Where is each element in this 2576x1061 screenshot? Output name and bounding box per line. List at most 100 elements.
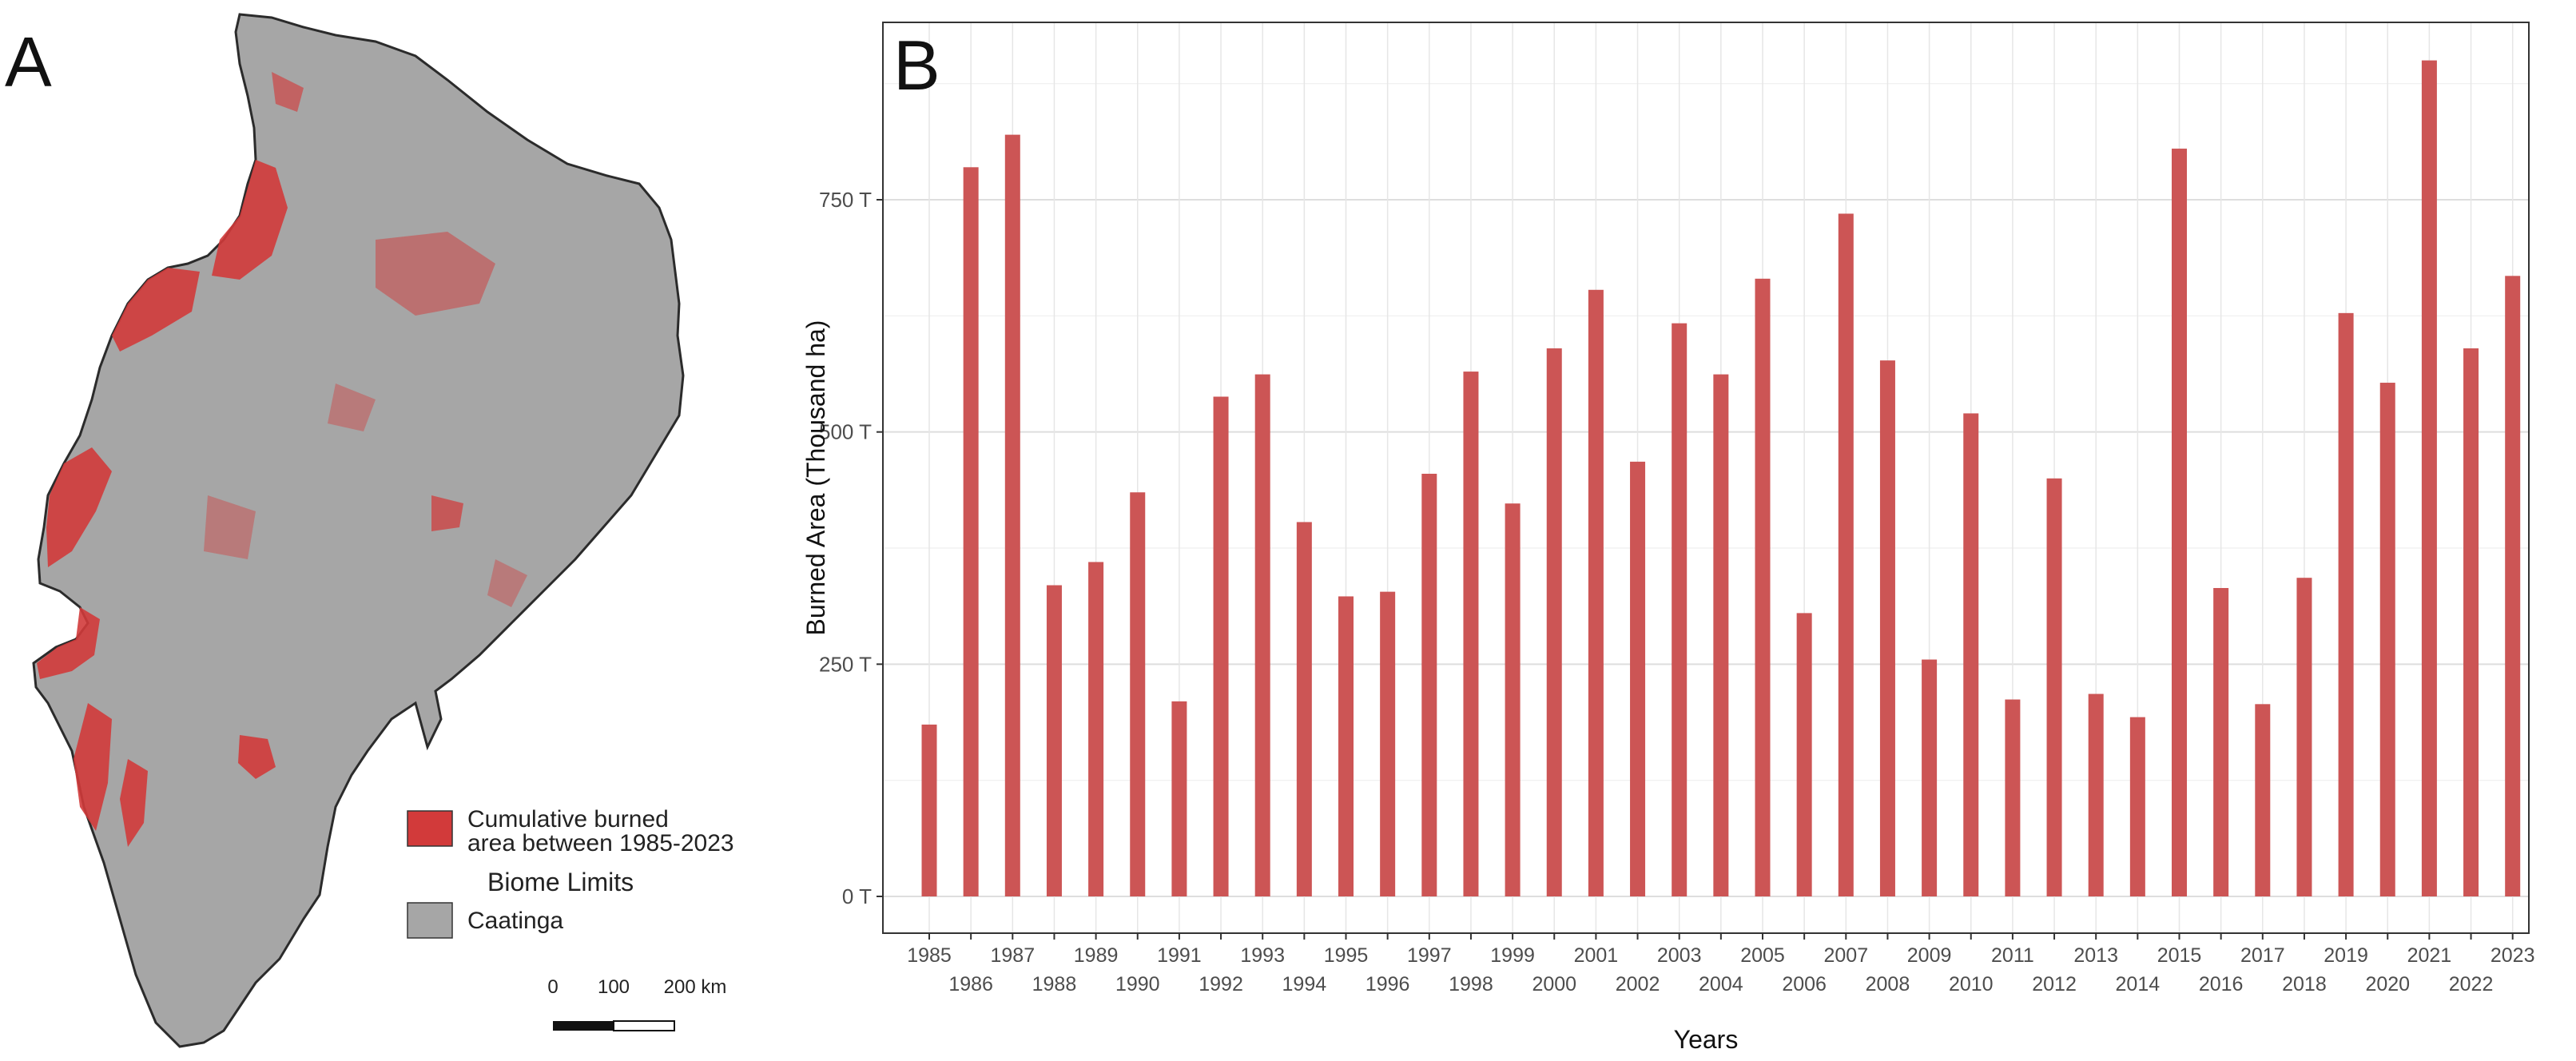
scale-bar-black — [553, 1021, 614, 1031]
x-tick-label: 2012 — [2032, 973, 2077, 995]
x-tick-label: 2018 — [2282, 973, 2327, 995]
x-tick-label: 2004 — [1699, 973, 1743, 995]
x-tick-label: 2014 — [2116, 973, 2161, 995]
x-tick-label: 1994 — [1282, 973, 1327, 995]
panel-label-a: A — [5, 22, 52, 101]
scale-label-0: 0 — [547, 976, 558, 998]
x-tick-label: 2009 — [1907, 944, 1952, 967]
bar-2014 — [2129, 717, 2145, 896]
x-tick-label: 2023 — [2491, 944, 2535, 967]
bar-1995 — [1338, 596, 1354, 896]
x-tick-label: 2017 — [2240, 944, 2285, 967]
bar-1988 — [1046, 585, 1062, 896]
bar-2021 — [2421, 60, 2437, 897]
x-tick-label: 2015 — [2157, 944, 2202, 967]
map-svg: A Cumulative burned area between 1985-20… — [5, 13, 734, 1048]
bar-2002 — [1630, 461, 1646, 896]
bar-2012 — [2046, 478, 2062, 896]
x-tick-label: 2013 — [2073, 944, 2118, 967]
bar-2023 — [2505, 276, 2521, 897]
bar-2005 — [1755, 278, 1771, 896]
x-tick-label: 1996 — [1366, 973, 1410, 995]
x-tick-label: 1997 — [1407, 944, 1452, 967]
bar-2018 — [2296, 578, 2312, 896]
legend-burned-swatch — [407, 810, 453, 847]
plot-frame — [882, 22, 2530, 934]
legend-burned-label-line2: area between 1985-2023 — [467, 830, 734, 856]
x-tick-label: 1989 — [1074, 944, 1119, 967]
y-axis-title: Burned Area (Thousand ha) — [801, 320, 830, 636]
bar-2019 — [2338, 312, 2354, 896]
x-tick-label: 2022 — [2449, 973, 2494, 995]
bar-1992 — [1213, 396, 1229, 896]
bar-2006 — [1796, 613, 1812, 896]
x-tick-label: 1999 — [1490, 944, 1535, 967]
bar-2022 — [2463, 348, 2479, 896]
bar-1990 — [1130, 492, 1146, 896]
x-tick-label: 1995 — [1324, 944, 1369, 967]
bar-2003 — [1672, 323, 1688, 897]
bar-1986 — [963, 167, 979, 897]
bar-1991 — [1171, 701, 1187, 896]
x-tick-label: 1987 — [990, 944, 1035, 967]
scale-label-100: 100 — [598, 976, 630, 998]
map-panel: A Cumulative burned area between 1985-20… — [0, 0, 799, 1057]
bar-1996 — [1380, 591, 1396, 896]
plot-background — [883, 22, 2529, 933]
bar-2004 — [1713, 374, 1729, 897]
bar-1987 — [1004, 134, 1020, 896]
bar-2010 — [1963, 413, 1979, 896]
scale-label-200: 200 km — [664, 976, 727, 998]
bar-2020 — [2379, 383, 2395, 897]
x-tick-label: 1990 — [1115, 973, 1160, 995]
legend-biome-swatch — [407, 902, 453, 939]
bar-2009 — [1922, 659, 1938, 896]
bar-1993 — [1254, 374, 1270, 897]
bar-2000 — [1546, 348, 1562, 896]
x-tick-label: 2011 — [1991, 944, 2034, 967]
bar-1998 — [1463, 372, 1479, 896]
bar-2011 — [2005, 699, 2021, 896]
x-tick-label: 2002 — [1616, 973, 1660, 995]
bar-2001 — [1588, 289, 1604, 896]
legend-biome-label: Caatinga — [467, 908, 563, 934]
bar-2015 — [2172, 149, 2187, 896]
burned-area-patches — [37, 72, 527, 847]
bar-1999 — [1505, 503, 1521, 896]
bar-2017 — [2255, 704, 2271, 896]
x-tick-label: 2005 — [1740, 944, 1785, 967]
scale-bar-white — [613, 1020, 675, 1031]
bar-2013 — [2088, 693, 2104, 896]
chart-panel: 0 T 250 T 500 T 750 T 1985 1986 1987 1988 1989 1… — [767, 0, 2576, 1057]
bar-1989 — [1088, 562, 1104, 896]
x-tick-label: 2007 — [1823, 944, 1868, 967]
x-tick-label: 2000 — [1532, 973, 1576, 995]
legend-biome-header: Biome Limits — [487, 868, 634, 896]
bar-1997 — [1421, 473, 1437, 896]
y-tick-label: 750 T — [819, 188, 872, 212]
x-tick-label: 2003 — [1657, 944, 1702, 967]
x-tick-label: 2008 — [1866, 973, 1910, 995]
x-tick-label: 1993 — [1240, 944, 1285, 967]
bar-1994 — [1296, 522, 1312, 896]
y-tick-label: 500 T — [819, 420, 872, 444]
x-tick-label: 2019 — [2324, 944, 2368, 967]
bars-layer — [921, 60, 2521, 897]
y-tick-label: 250 T — [819, 652, 872, 676]
x-tick-label: 2010 — [1949, 973, 1994, 995]
x-tick-label: 2020 — [2365, 973, 2410, 995]
x-axis-title: Years — [1674, 1025, 1739, 1054]
x-tick-label: 1988 — [1032, 973, 1077, 995]
y-axis: 0 T 250 T 500 T 750 T — [819, 188, 883, 908]
x-tick-label: 1991 — [1157, 944, 1202, 967]
legend-burned-label-line1: Cumulative burned — [467, 806, 669, 833]
x-tick-label: 2016 — [2199, 973, 2244, 995]
bar-2016 — [2213, 587, 2229, 896]
x-tick-label: 1998 — [1449, 973, 1493, 995]
x-axis: 1985 1986 1987 1988 1989 1990 1991 1992 1993 1994… — [907, 933, 2535, 995]
x-tick-label: 1992 — [1199, 973, 1243, 995]
bar-2008 — [1879, 360, 1895, 896]
x-tick-label: 1986 — [948, 973, 993, 995]
x-tick-label: 2006 — [1782, 973, 1827, 995]
